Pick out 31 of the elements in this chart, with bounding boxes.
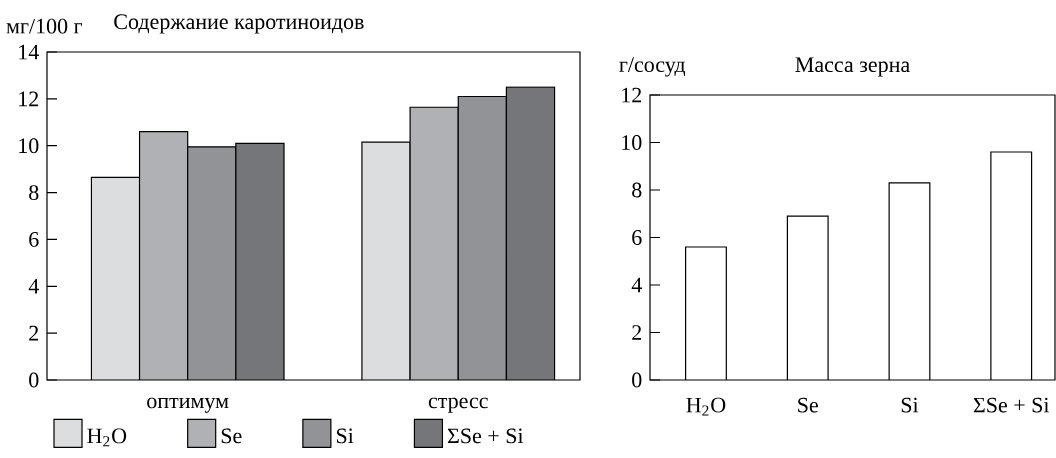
y-tick-label: 4 xyxy=(631,277,642,293)
y-tick-label: 2 xyxy=(29,325,39,341)
y-tick-label: 12 xyxy=(19,91,39,107)
bar xyxy=(187,146,237,380)
y-tick-label: 4 xyxy=(28,279,39,294)
y-axis-title: г/сосуд xyxy=(619,57,686,77)
y-tick-label: 10 xyxy=(19,138,39,154)
x-tick-label: Se xyxy=(798,397,818,413)
x-tick-label: ΣSe + Si xyxy=(973,397,1050,413)
y-tick-label: 6 xyxy=(632,230,642,245)
x-tick-label: H$_{2}$O xyxy=(686,397,726,416)
x-tick-label: оптимум xyxy=(147,397,229,413)
legend-label: Se xyxy=(221,428,242,444)
y-tick-label: 14 xyxy=(19,44,39,60)
y-tick-label: 2 xyxy=(632,325,642,340)
x-tick-label: Si xyxy=(901,397,919,413)
y-tick-label: 0 xyxy=(29,372,39,388)
chart-title: Масса зерна xyxy=(795,57,910,77)
y-tick-label: 8 xyxy=(632,182,642,198)
legend-label: ΣSe + Si xyxy=(447,428,524,444)
y-tick-label: 0 xyxy=(632,372,642,388)
legend-label: Si xyxy=(336,428,354,444)
y-axis-title: мг/100 г xyxy=(6,18,83,34)
y-tick-label: 6 xyxy=(29,232,39,247)
y-tick-label: 8 xyxy=(29,185,39,200)
x-tick-label: стресс xyxy=(428,397,488,413)
y-tick-label: 12 xyxy=(622,87,642,103)
y-tick-label: 10 xyxy=(622,135,642,150)
bar xyxy=(457,95,508,380)
chart-title: Содержание каротиноидов xyxy=(114,14,364,34)
legend-label: H$_{2}$O xyxy=(87,428,127,447)
